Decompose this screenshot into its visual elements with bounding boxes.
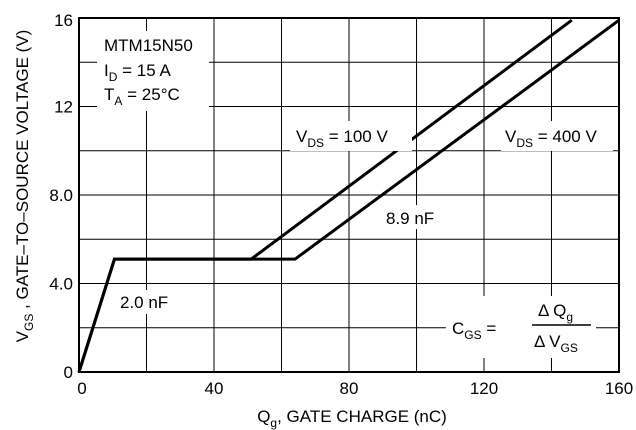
formula-lhs: CGS = <box>452 319 496 342</box>
series-label-vds-100: VDS = 100 V <box>290 121 412 151</box>
info-temperature: TA = 25°C <box>104 85 180 108</box>
series-label-vds-100-bg <box>290 121 412 151</box>
info-part-number: MTM15N50 <box>104 36 193 55</box>
series-label-vds-400: VDS = 400 V <box>501 121 613 151</box>
grid-lines <box>79 18 619 372</box>
y-tick-label: 4.0 <box>49 275 73 294</box>
x-tick-label: 120 <box>470 379 498 398</box>
y-tick-label: 0 <box>64 363 73 382</box>
cap-high-bg <box>380 205 442 229</box>
x-tick-label: 160 <box>605 379 633 398</box>
cgs-formula: CGS = Δ Qg Δ VGS <box>446 296 596 358</box>
y-axis-label: VGS , GATE–TO–SOURCE VOLTAGE (V) <box>13 30 36 343</box>
y-tick-label: 8.0 <box>49 186 73 205</box>
cap-annotation-high: 8.9 nF <box>386 209 434 228</box>
x-tick-label: 40 <box>205 379 224 398</box>
formula-denominator: Δ VGS <box>534 332 578 355</box>
info-block-bg <box>97 31 209 111</box>
x-tick-label: 0 <box>77 379 86 398</box>
formula-numerator: Δ Qg <box>538 301 573 324</box>
y-tick-label: 16 <box>54 11 73 30</box>
series-label-vds-100-text: VDS = 100 V <box>296 127 388 150</box>
cap-annotation-low: 2.0 nF <box>120 293 168 312</box>
cap-low-bg <box>114 290 176 314</box>
info-drain-current: ID = 15 A <box>104 61 171 84</box>
x-axis-label: Qg, GATE CHARGE (nC) <box>257 407 447 430</box>
info-block: MTM15N50 ID = 15 A TA = 25°C <box>97 31 209 111</box>
y-tick-label: 12 <box>54 98 73 117</box>
series-label-vds-400-text: VDS = 400 V <box>505 127 597 150</box>
plot-frame <box>78 17 620 373</box>
cgs-formula-bg <box>446 296 596 358</box>
x-tick-label: 80 <box>340 379 359 398</box>
tick-labels: 0 40 80 120 160 0 4.0 8.0 12 16 <box>49 11 633 398</box>
series-label-vds-400-bg <box>501 121 613 151</box>
series-line-2 <box>77 19 620 373</box>
